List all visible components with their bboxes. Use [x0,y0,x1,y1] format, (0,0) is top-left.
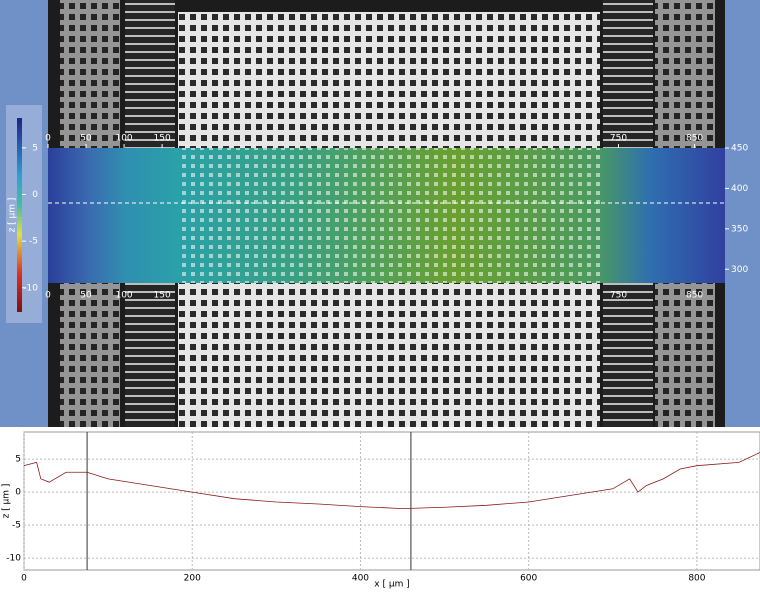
colorbar-tick-label: -5 [29,237,38,247]
x-tick-label: 600 [520,574,537,584]
x-tick-label: 400 [352,574,369,584]
y-tick-label: -10 [6,554,21,564]
plot-area [23,431,760,571]
colorbar-tick-label: 0 [32,190,38,200]
x-tick-label: 100 [115,134,132,144]
x-tick-label: 150 [154,291,171,301]
x-tick-label: 0 [21,574,27,584]
x-tick-label: 0 [45,134,51,144]
colorbar-tick-label: 5 [32,143,38,153]
colorbar-tick-label: -10 [23,283,38,293]
x-tick-label: 850 [686,134,703,144]
colorbar-label: z [ μm ] [8,198,18,233]
y-tick-label: 5 [15,455,21,465]
colorbar [17,118,22,312]
colorbar-panel [6,105,42,323]
x-tick-label: 800 [688,574,705,584]
y-tick-label: 0 [15,488,21,498]
x-tick-label: 0 [45,291,51,301]
x-tick-label: 850 [686,291,703,301]
x-axis-label: x [ μm ] [374,580,409,590]
y-tick-label: 450 [731,144,748,154]
profile-line [23,452,760,509]
x-tick-label: 750 [610,291,627,301]
x-tick-label: 100 [115,291,132,301]
y-axis-label: z [ μm ] [2,484,12,519]
x-tick-label: 50 [80,134,92,144]
y-tick-label: 300 [731,265,748,275]
x-tick-label: 200 [184,574,201,584]
x-tick-label: 50 [80,291,92,301]
y-tick-label: -5 [12,521,21,531]
y-tick-label: 350 [731,224,748,234]
x-tick-label: 750 [610,134,627,144]
overlay-texture [178,148,600,283]
y-tick-label: 400 [731,184,748,194]
x-tick-label: 150 [154,134,171,144]
